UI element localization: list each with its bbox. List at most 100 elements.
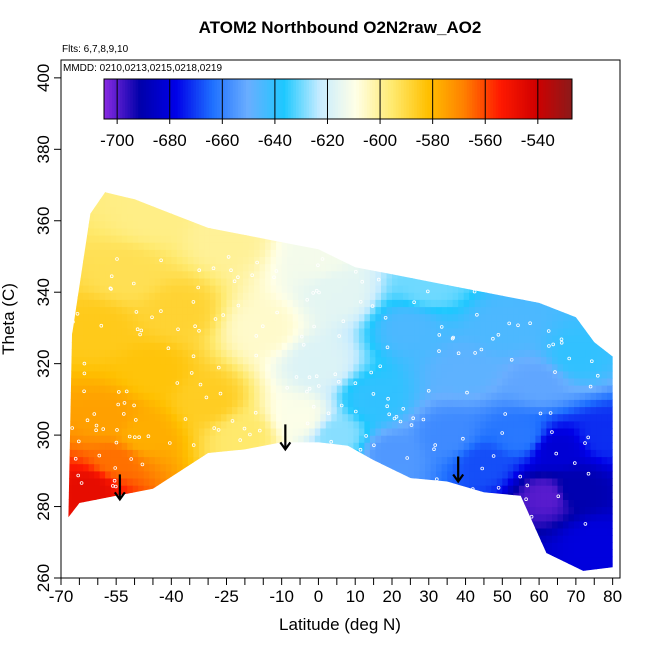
field-cell bbox=[414, 542, 421, 550]
field-cell bbox=[243, 292, 250, 300]
field-cell bbox=[105, 499, 112, 508]
field-cell bbox=[491, 556, 498, 565]
field-cell bbox=[265, 313, 272, 322]
field-cell bbox=[336, 242, 343, 250]
field-cell bbox=[171, 220, 178, 229]
field-cell bbox=[160, 235, 167, 243]
field-cell bbox=[232, 335, 239, 343]
field-cell bbox=[546, 192, 553, 200]
field-cell bbox=[72, 428, 79, 436]
field-cell bbox=[105, 277, 112, 286]
field-cell bbox=[110, 342, 117, 350]
field-cell bbox=[116, 356, 123, 365]
field-cell bbox=[182, 199, 189, 207]
field-cell bbox=[83, 563, 90, 571]
field-cell bbox=[392, 535, 399, 543]
field-cell bbox=[386, 270, 393, 279]
field-cell bbox=[507, 556, 514, 565]
field-cell bbox=[408, 435, 415, 443]
field-cell bbox=[303, 363, 310, 372]
field-cell bbox=[325, 199, 332, 207]
field-cell bbox=[259, 549, 266, 558]
field-cell bbox=[358, 385, 365, 393]
field-cell bbox=[143, 277, 150, 286]
field-cell bbox=[469, 520, 476, 529]
field-cell bbox=[298, 277, 305, 286]
field-cell bbox=[425, 485, 432, 493]
field-cell bbox=[176, 363, 183, 372]
field-cell bbox=[127, 442, 134, 450]
field-cell bbox=[540, 435, 547, 443]
field-cell bbox=[259, 506, 266, 515]
field-cell bbox=[392, 435, 399, 443]
field-cell bbox=[149, 235, 156, 243]
field-cell bbox=[342, 256, 349, 265]
field-cell bbox=[204, 549, 211, 558]
field-cell bbox=[61, 385, 67, 393]
field-cell bbox=[143, 385, 150, 393]
field-cell bbox=[154, 292, 161, 300]
field-cell bbox=[546, 363, 553, 372]
field-cell bbox=[110, 192, 117, 200]
field-cell bbox=[375, 542, 382, 550]
field-cell bbox=[88, 292, 95, 300]
field-cell bbox=[221, 392, 228, 400]
field-cell bbox=[540, 192, 547, 193]
field-cell bbox=[524, 370, 531, 379]
field-cell bbox=[447, 178, 453, 186]
field-cell bbox=[105, 485, 112, 493]
field-cell bbox=[292, 370, 299, 379]
field-cell bbox=[491, 435, 498, 443]
field-cell bbox=[309, 235, 316, 243]
field-cell bbox=[83, 299, 90, 308]
field-cell bbox=[540, 313, 547, 322]
field-cell bbox=[265, 485, 272, 493]
field-cell bbox=[160, 263, 167, 272]
field-cell bbox=[265, 349, 272, 358]
field-cell bbox=[292, 392, 299, 400]
field-cell bbox=[105, 556, 112, 565]
field-cell bbox=[226, 327, 233, 336]
field-cell bbox=[364, 235, 371, 243]
field-cell bbox=[430, 385, 437, 393]
field-cell bbox=[77, 263, 84, 272]
field-cell bbox=[513, 485, 520, 493]
field-cell bbox=[154, 249, 161, 257]
field-cell bbox=[502, 227, 509, 236]
field-cell bbox=[496, 335, 503, 343]
field-cell bbox=[182, 363, 189, 372]
field-cell bbox=[535, 277, 542, 286]
field-cell bbox=[309, 192, 316, 200]
field-cell bbox=[198, 377, 205, 386]
field-cell bbox=[303, 306, 310, 315]
field-cell bbox=[88, 342, 95, 350]
field-cell bbox=[270, 449, 277, 458]
field-cell bbox=[518, 363, 525, 372]
field-cell bbox=[425, 249, 432, 257]
field-cell bbox=[375, 192, 382, 193]
field-cell bbox=[292, 335, 299, 343]
field-cell bbox=[259, 420, 266, 429]
field-cell bbox=[325, 192, 332, 193]
field-cell bbox=[110, 249, 117, 257]
field-cell bbox=[518, 513, 525, 522]
field-cell bbox=[176, 442, 183, 450]
field-cell bbox=[414, 192, 421, 193]
field-cell bbox=[298, 406, 305, 415]
field-cell bbox=[369, 299, 376, 308]
field-cell bbox=[535, 420, 542, 429]
field-cell bbox=[419, 249, 426, 257]
field-cell bbox=[458, 349, 465, 358]
field-cell bbox=[496, 535, 503, 543]
field-cell bbox=[265, 242, 272, 250]
field-cell bbox=[105, 363, 112, 372]
field-cell bbox=[540, 506, 547, 515]
field-cell bbox=[193, 449, 200, 458]
field-cell bbox=[386, 263, 393, 272]
field-cell bbox=[524, 520, 531, 529]
field-cell bbox=[171, 449, 178, 458]
field-cell bbox=[116, 192, 123, 200]
field-cell bbox=[68, 377, 73, 386]
field-cell bbox=[165, 192, 172, 193]
field-cell bbox=[198, 463, 205, 472]
